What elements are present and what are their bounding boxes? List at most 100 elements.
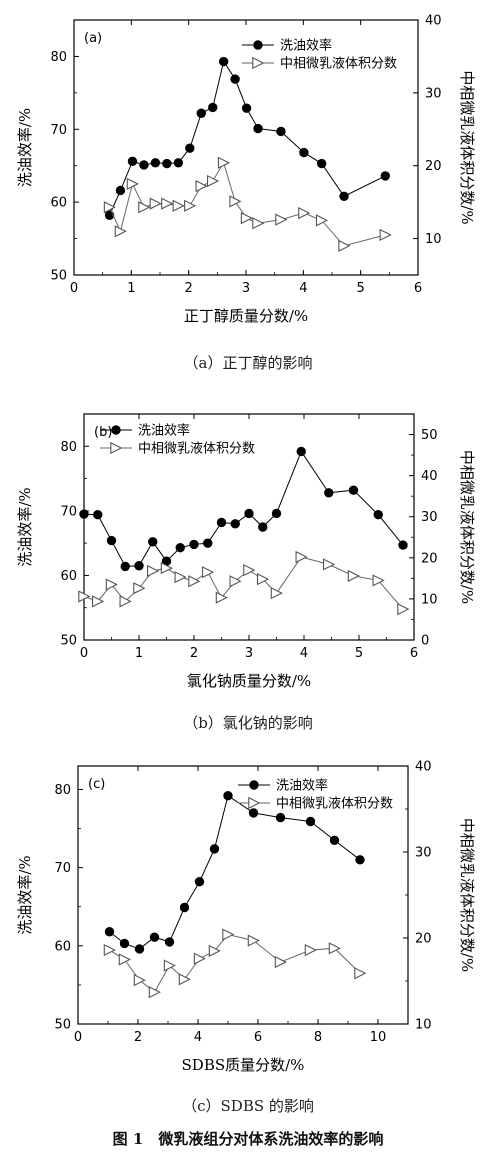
data-point-circle (398, 540, 408, 550)
legend-label: 中相微乳液体积分数 (280, 57, 397, 72)
data-point-circle (276, 126, 286, 137)
data-point-triangle (149, 197, 162, 210)
chart-c-svg: 0 2 4 6 8 10 50 60 70 80 10 20 30 40 (c) SDBS质量分数/% 洗油效率… (16, 760, 476, 1075)
data-point-circle (194, 877, 205, 887)
data-point-triangle (274, 955, 287, 969)
legend-label: 中相微乳液体积分数 (138, 442, 255, 457)
data-point-circle (150, 158, 161, 168)
caption-a: （a）正丁醇的影响 (183, 354, 313, 372)
y-right-tick-label: 50 (421, 428, 438, 443)
y-left-tick-label: 50 (54, 1018, 71, 1033)
x-tick-label: 10 (370, 1030, 387, 1045)
x-tick-label: 0 (74, 1030, 82, 1045)
data-point-circle (329, 835, 340, 845)
x-tick-label: 4 (194, 1030, 202, 1045)
data-point-triangle (338, 239, 351, 252)
data-point-circle (162, 158, 172, 169)
y-right-tick-label: 40 (425, 14, 442, 29)
legend-marker-triangle (110, 441, 123, 455)
data-point-triangle (270, 587, 283, 600)
data-point-triangle (252, 217, 265, 230)
y-left-tick-label: 60 (50, 196, 67, 211)
data-point-triangle (105, 578, 118, 591)
data-point-triangle (178, 973, 191, 986)
legend-label: 中相微乳液体积分数 (276, 797, 393, 812)
y-right-tick-label: 30 (415, 846, 432, 861)
legend-marker-triangle (248, 796, 261, 810)
data-point-triangle (163, 959, 176, 972)
data-point-triangle (347, 569, 360, 582)
data-point-triangle (174, 571, 187, 584)
data-point-triangle (243, 564, 256, 577)
y-left-tick-label: 50 (50, 269, 67, 284)
data-point-triangle (193, 952, 206, 965)
data-point-triangle (92, 595, 105, 608)
data-point-circle (149, 932, 160, 942)
x-tick-label: 5 (357, 281, 365, 296)
data-point-triangle (188, 575, 201, 588)
x-tick-label: 2 (190, 646, 198, 661)
data-point-circle (79, 509, 89, 519)
data-point-circle (241, 103, 252, 113)
y-right-tick-label: 20 (425, 159, 442, 174)
legend-label: 洗油效率 (280, 38, 332, 54)
data-point-circle (348, 485, 359, 495)
y-right-tick-label: 30 (421, 510, 438, 525)
x-tick-label: 1 (135, 646, 143, 661)
y-left-tick-label: 70 (60, 504, 77, 519)
x-tick-label: 3 (245, 646, 253, 661)
data-point-triangle (256, 573, 270, 586)
data-point-circle (164, 937, 175, 947)
data-point-circle (189, 539, 199, 550)
data-point-circle (127, 156, 138, 167)
y-left-axis-label: 洗油效率/% (16, 487, 34, 566)
data-point-circle (179, 902, 190, 913)
data-point-triangle (184, 199, 197, 212)
data-point-triangle (275, 213, 288, 226)
data-point-triangle (295, 550, 308, 564)
y-right-axis-label: 中相微乳液体积分数/% (458, 818, 476, 972)
data-point-circle (119, 938, 130, 949)
data-point-triangle (114, 225, 127, 238)
chart-b-svg: 0 1 2 3 4 5 6 50 60 70 80 0 10 20 30 40 50 (b) 氯化钠质量分数/% 洗油… (16, 413, 476, 690)
x-tick-label: 3 (242, 281, 250, 296)
x-tick-label: 8 (314, 1030, 322, 1045)
data-point-circle (209, 844, 220, 854)
x-tick-label: 0 (70, 281, 78, 296)
data-point-circle (316, 158, 327, 169)
x-tick-label: 2 (134, 1030, 142, 1045)
data-point-triangle (217, 156, 231, 169)
y-left-tick-label: 70 (50, 123, 67, 138)
data-point-circle (230, 74, 240, 84)
data-point-circle (271, 508, 282, 519)
data-point-triangle (315, 214, 329, 227)
x-tick-label: 2 (185, 281, 193, 296)
data-point-triangle (138, 201, 151, 214)
legend-marker-triangle (252, 56, 265, 70)
data-point-triangle (160, 562, 173, 575)
figure-title: 图 1 微乳液组分对体系洗油效率的影响 (112, 1130, 384, 1148)
y-right-tick-label: 20 (421, 551, 438, 566)
data-point-triangle (78, 590, 91, 603)
series-line-1 (109, 794, 361, 950)
x-axis-label: SDBS质量分数/% (182, 1056, 305, 1074)
y-left-tick-label: 80 (60, 440, 77, 455)
data-point-triangle (215, 591, 228, 604)
data-point-circle (120, 561, 130, 572)
data-point-circle (324, 488, 334, 498)
y-left-axis-label: 洗油效率/% (16, 108, 34, 187)
data-point-circle (185, 143, 195, 153)
data-point-circle (196, 108, 206, 118)
y-right-tick-label: 20 (415, 932, 432, 947)
chart-panel-a: 0 1 2 3 4 5 6 50 60 70 80 10 20 30 40 (a) 正丁醇质量分数/% 洗油效率/… (0, 0, 496, 350)
data-point-circle (104, 210, 115, 220)
data-point-triangle (229, 195, 242, 208)
data-point-triangle (304, 943, 317, 957)
y-right-tick-label: 0 (421, 634, 429, 649)
data-point-triangle (372, 574, 385, 587)
data-point-triangle (147, 564, 160, 578)
data-point-circle (148, 537, 158, 547)
data-point-triangle (161, 197, 174, 210)
data-point-circle (134, 944, 145, 954)
data-point-triangle (148, 986, 161, 999)
